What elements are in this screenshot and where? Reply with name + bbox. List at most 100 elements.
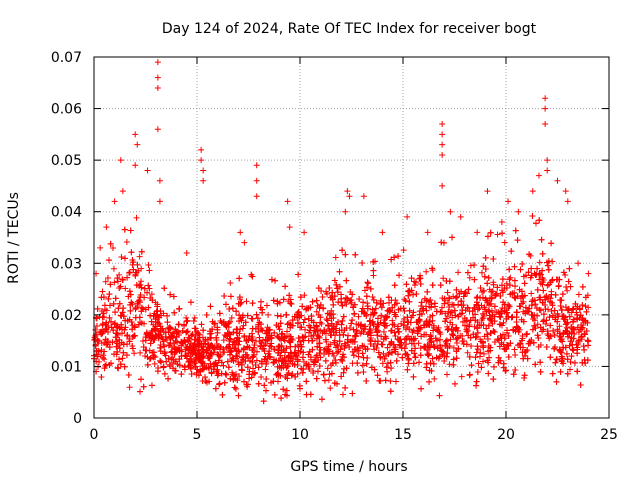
- data-point: [410, 373, 417, 380]
- data-point: [539, 250, 546, 257]
- data-point: [164, 319, 171, 326]
- data-point: [240, 322, 247, 329]
- data-point: [349, 390, 356, 397]
- data-point: [444, 326, 451, 333]
- data-point: [359, 305, 366, 312]
- data-point: [528, 265, 535, 272]
- data-point: [273, 371, 280, 378]
- data-point: [360, 299, 367, 306]
- data-point: [508, 314, 515, 321]
- data-point: [339, 317, 346, 324]
- data-point: [239, 367, 246, 374]
- data-point: [313, 375, 320, 382]
- data-point: [410, 360, 417, 367]
- data-point: [498, 287, 505, 294]
- data-point: [381, 355, 388, 362]
- data-point: [523, 331, 530, 338]
- data-point: [268, 340, 275, 347]
- data-point: [253, 357, 260, 364]
- data-point: [553, 378, 560, 385]
- data-point: [178, 340, 185, 347]
- data-point: [140, 383, 147, 390]
- data-point: [129, 342, 136, 349]
- data-point: [408, 275, 415, 282]
- data-point: [465, 332, 472, 339]
- data-point: [294, 356, 301, 363]
- data-point: [274, 300, 281, 307]
- data-point: [307, 354, 314, 361]
- data-point: [434, 345, 441, 352]
- data-point: [233, 347, 240, 354]
- data-point: [454, 293, 461, 300]
- data-point: [106, 344, 113, 351]
- data-point: [505, 332, 512, 339]
- data-point: [144, 361, 151, 368]
- data-point: [352, 345, 359, 352]
- data-point: [388, 327, 395, 334]
- data-point: [287, 339, 294, 346]
- data-point: [485, 370, 492, 377]
- data-point: [258, 374, 265, 381]
- data-point: [178, 371, 185, 378]
- data-point: [176, 356, 183, 363]
- data-point: [585, 270, 592, 277]
- data-point: [198, 146, 205, 153]
- data-point: [575, 260, 582, 267]
- data-point: [511, 263, 518, 270]
- data-point: [145, 304, 152, 311]
- data-point: [157, 357, 164, 364]
- data-point: [122, 285, 129, 292]
- chart-title: Day 124 of 2024, Rate Of TEC Index for r…: [162, 21, 537, 37]
- data-point: [117, 283, 124, 290]
- data-point: [126, 384, 133, 391]
- data-point: [479, 294, 486, 301]
- data-point: [277, 320, 284, 327]
- data-point: [98, 347, 105, 354]
- data-point: [106, 291, 113, 298]
- data-point: [229, 305, 236, 312]
- data-point: [119, 188, 126, 195]
- data-point: [363, 360, 370, 367]
- data-point: [324, 290, 331, 297]
- data-point: [540, 311, 547, 318]
- data-point: [221, 292, 228, 299]
- data-point: [500, 331, 507, 338]
- data-point: [214, 372, 221, 379]
- data-point: [129, 333, 136, 340]
- data-point: [155, 365, 162, 372]
- data-point: [471, 262, 478, 269]
- data-point: [504, 309, 511, 316]
- data-point: [522, 304, 529, 311]
- data-point: [288, 301, 295, 308]
- data-point: [508, 248, 515, 255]
- data-point: [227, 280, 234, 287]
- data-point: [557, 368, 564, 375]
- data-point: [292, 373, 299, 380]
- data-point: [105, 295, 112, 302]
- data-point: [260, 398, 267, 405]
- data-point: [346, 193, 353, 200]
- data-point: [216, 310, 223, 317]
- data-point: [474, 343, 481, 350]
- data-point: [418, 333, 425, 340]
- data-point: [542, 121, 549, 128]
- data-point: [350, 326, 357, 333]
- data-point: [274, 378, 281, 385]
- data-point: [439, 182, 446, 189]
- data-point: [234, 335, 241, 342]
- data-point: [478, 338, 485, 345]
- data-point: [360, 354, 367, 361]
- data-point: [359, 362, 366, 369]
- data-point: [375, 321, 382, 328]
- data-point: [568, 334, 575, 341]
- data-point: [559, 338, 566, 345]
- data-point: [325, 350, 332, 357]
- data-point: [356, 295, 363, 302]
- data-point: [156, 177, 163, 184]
- data-point: [339, 247, 346, 254]
- data-point: [126, 288, 133, 295]
- data-point: [279, 330, 286, 337]
- data-point: [474, 306, 481, 313]
- data-point: [474, 329, 481, 336]
- data-point: [370, 296, 377, 303]
